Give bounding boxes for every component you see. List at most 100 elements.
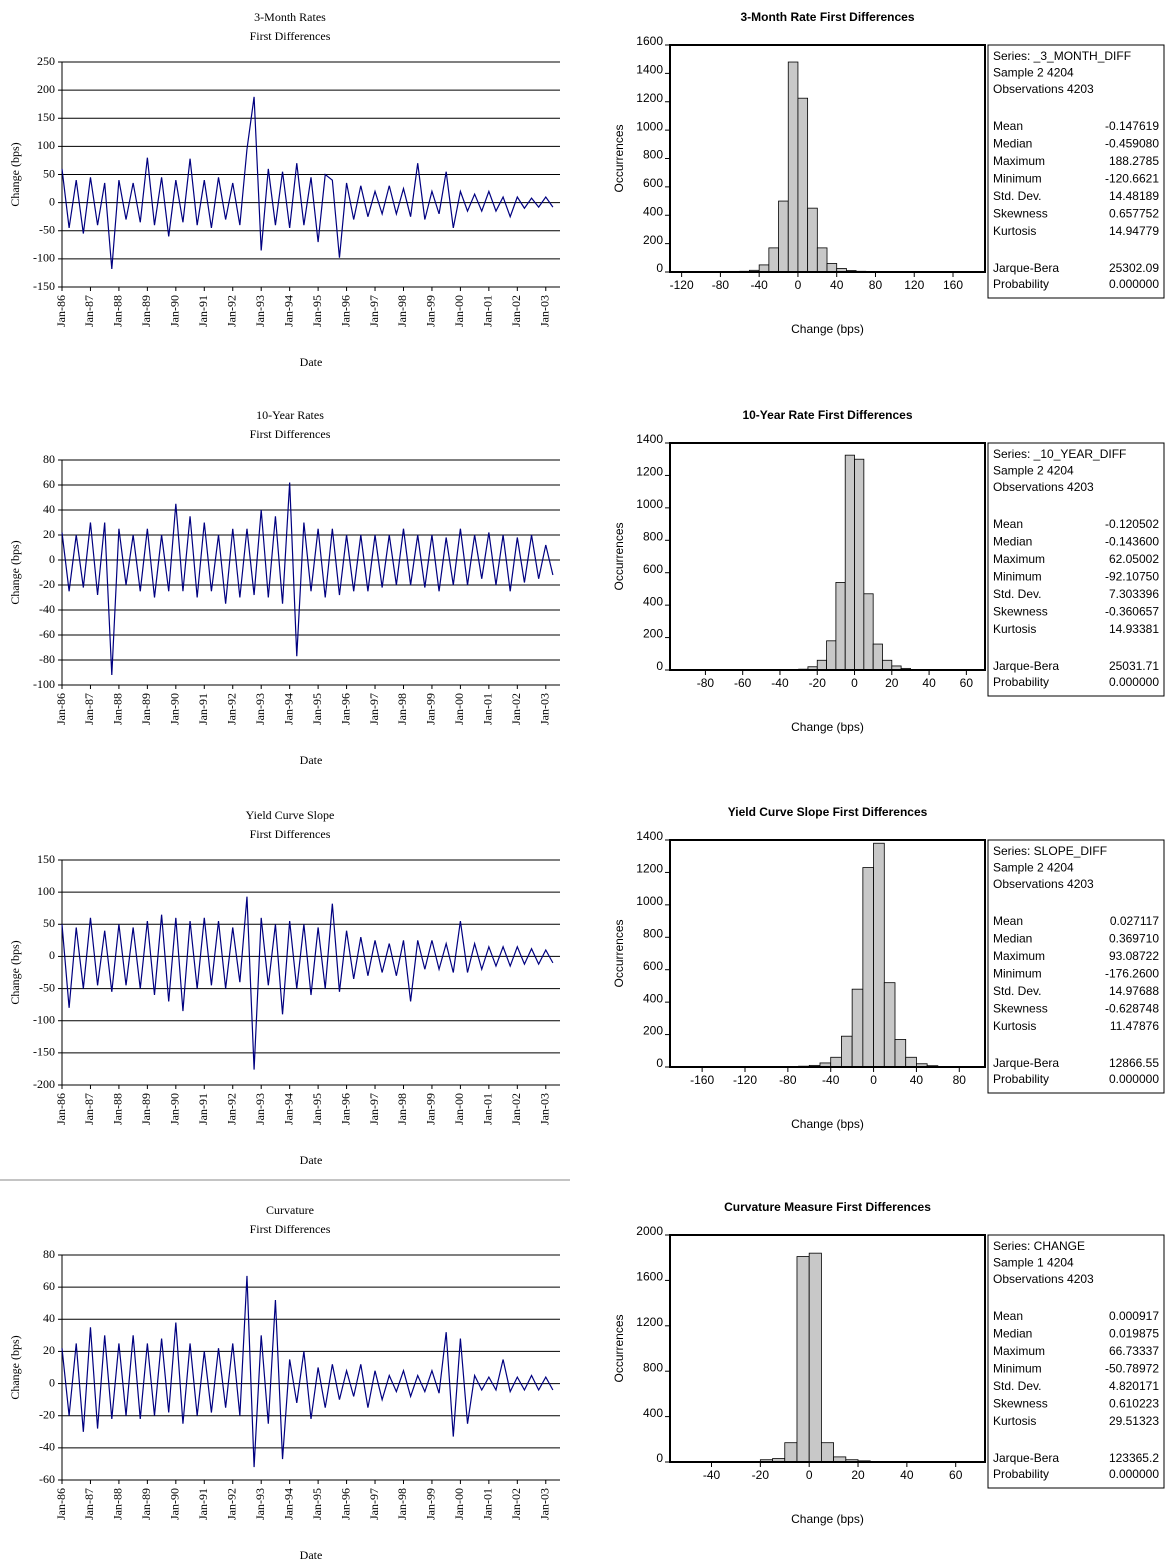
x-tick-label: 20 xyxy=(851,1468,865,1482)
x-tick-label: -120 xyxy=(670,278,694,292)
x-tick-label: Jan-87 xyxy=(82,1093,96,1125)
bar xyxy=(816,659,827,671)
stats-value: 14.48189 xyxy=(1109,189,1159,203)
x-tick-label: Jan-90 xyxy=(168,295,182,327)
x-tick-label: -40 xyxy=(750,278,768,292)
chart-title: 10-Year Rates xyxy=(256,408,324,422)
bar xyxy=(862,867,874,1068)
stats-value: 62.05002 xyxy=(1109,552,1159,566)
x-tick-label: Jan-03 xyxy=(538,295,552,327)
x-tick-label: Jan-98 xyxy=(395,1488,409,1520)
stats-value: 0.019875 xyxy=(1109,1327,1159,1341)
bar xyxy=(894,1039,907,1068)
x-tick-label: 0 xyxy=(806,1468,813,1482)
bar xyxy=(883,982,896,1068)
chart-subtitle: First Differences xyxy=(250,427,331,441)
stats-value: 7.303396 xyxy=(1109,587,1159,601)
x-tick-label: Jan-99 xyxy=(424,1093,438,1125)
bar xyxy=(797,97,809,273)
stats-label: Median xyxy=(993,932,1032,946)
stats-value: 93.08722 xyxy=(1109,949,1159,963)
stats-value: 14.97688 xyxy=(1109,984,1159,998)
stats-label: Std. Dev. xyxy=(993,587,1041,601)
x-tick-label: -120 xyxy=(733,1073,757,1087)
y-tick-label: -60 xyxy=(39,1472,55,1486)
bar xyxy=(784,1442,798,1463)
x-tick-label: Jan-94 xyxy=(281,1093,295,1125)
y-tick-label: 600 xyxy=(643,562,663,576)
stats-header: Observations 4203 xyxy=(993,1272,1094,1286)
y-tick-label: 0 xyxy=(49,1375,55,1389)
x-tick-label: 160 xyxy=(943,278,963,292)
stats-value: -0.120502 xyxy=(1105,517,1159,531)
test-value: 0.000000 xyxy=(1109,277,1159,291)
y-tick-label: -50 xyxy=(39,980,55,994)
x-tick-label: Jan-89 xyxy=(139,693,153,725)
y-tick-label: -80 xyxy=(39,652,55,666)
y-tick-label: 0 xyxy=(49,194,55,208)
plot-frame xyxy=(669,44,986,273)
x-tick-label: 120 xyxy=(904,278,924,292)
stats-value: 4.820171 xyxy=(1109,1379,1159,1393)
x-axis-label: Change (bps) xyxy=(791,720,864,734)
y-tick-label: 200 xyxy=(37,82,55,96)
bar xyxy=(808,1252,822,1463)
y-tick-label: 20 xyxy=(43,527,55,541)
stats-label: Skewness xyxy=(993,1002,1048,1016)
stats-label: Median xyxy=(993,1327,1032,1341)
stats-header: Series: _3_MONTH_DIFF xyxy=(993,49,1131,63)
x-tick-label: Jan-87 xyxy=(82,295,96,327)
x-tick-label: Jan-96 xyxy=(338,1093,352,1125)
x-tick-label: Jan-01 xyxy=(481,1488,495,1520)
stats-label: Minimum xyxy=(993,967,1042,981)
chart-title: Yield Curve Slope xyxy=(246,808,335,822)
x-tick-label: Jan-93 xyxy=(253,693,267,725)
x-tick-label: Jan-89 xyxy=(139,1488,153,1520)
bar xyxy=(826,640,837,671)
plot-frame xyxy=(669,442,986,671)
bar xyxy=(841,1035,853,1068)
y-tick-label: 50 xyxy=(43,166,55,180)
stats-label: Std. Dev. xyxy=(993,1379,1041,1393)
bar xyxy=(816,247,828,273)
y-tick-label: 0 xyxy=(49,552,55,566)
y-tick-label: -60 xyxy=(39,627,55,641)
x-tick-label: Jan-95 xyxy=(310,1488,324,1520)
x-tick-label: Jan-98 xyxy=(395,295,409,327)
stats-label: Maximum xyxy=(993,552,1045,566)
stats-header: Sample 2 4204 xyxy=(993,861,1074,875)
stats-value: 29.51323 xyxy=(1109,1414,1159,1428)
chart-title: Yield Curve Slope First Differences xyxy=(728,805,928,819)
stats-value: -0.459080 xyxy=(1105,137,1159,151)
y-tick-label: 800 xyxy=(643,926,663,940)
stats-label: Std. Dev. xyxy=(993,984,1041,998)
bar xyxy=(873,842,885,1068)
x-tick-label: Jan-94 xyxy=(281,295,295,327)
test-label: Jarque-Bera xyxy=(993,1056,1059,1070)
y-tick-label: 40 xyxy=(43,502,55,516)
y-tick-label: 1400 xyxy=(636,63,663,77)
x-tick-label: Jan-92 xyxy=(224,1488,238,1520)
x-tick-label: Jan-89 xyxy=(139,1093,153,1125)
bar xyxy=(882,659,893,671)
y-axis-label: Change (bps) xyxy=(8,540,22,604)
stats-header: Series: _10_YEAR_DIFF xyxy=(993,447,1126,461)
x-tick-label: Jan-00 xyxy=(452,693,466,725)
stats-header: Series: CHANGE xyxy=(993,1239,1085,1253)
x-tick-label: Jan-97 xyxy=(367,1093,381,1125)
stats-header: Observations 4203 xyxy=(993,480,1094,494)
y-tick-label: 2000 xyxy=(636,1224,663,1238)
bar xyxy=(854,458,865,671)
y-tick-label: 1000 xyxy=(636,119,663,133)
x-tick-label: Jan-93 xyxy=(253,1488,267,1520)
x-tick-label: Jan-00 xyxy=(452,295,466,327)
chart-subtitle: First Differences xyxy=(250,29,331,43)
stats-label: Mean xyxy=(993,517,1023,531)
x-tick-label: Jan-92 xyxy=(224,693,238,725)
y-tick-label: 80 xyxy=(43,1247,55,1261)
y-axis-label: Change (bps) xyxy=(8,940,22,1004)
x-axis-label: Change (bps) xyxy=(791,1512,864,1526)
stats-value: 0.657752 xyxy=(1109,207,1159,221)
y-tick-label: -20 xyxy=(39,577,55,591)
y-tick-label: 250 xyxy=(37,54,55,68)
